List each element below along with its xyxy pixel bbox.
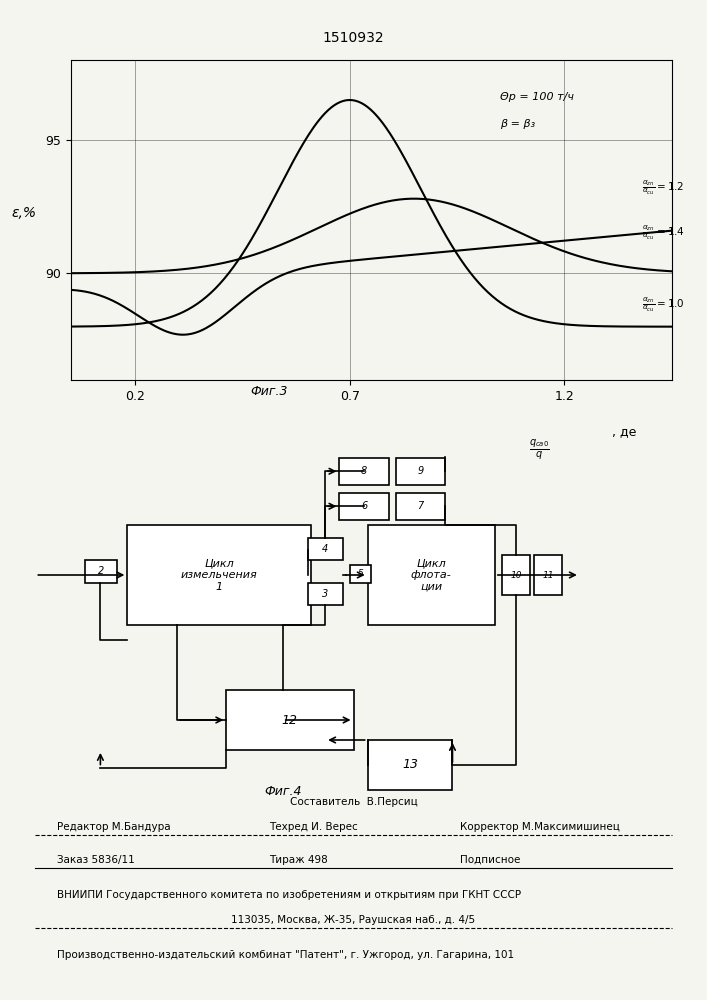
Y-axis label: ε,%: ε,% bbox=[12, 206, 37, 220]
Text: Тираж 498: Тираж 498 bbox=[269, 855, 327, 865]
Text: Техред И. Верес: Техред И. Верес bbox=[269, 822, 358, 832]
Text: 12: 12 bbox=[282, 714, 298, 726]
Text: Фиг.3: Фиг.3 bbox=[250, 385, 288, 398]
Text: Производственно-издательский комбинат "Патент", г. Ужгород, ул. Гагарина, 101: Производственно-издательский комбинат "П… bbox=[57, 950, 514, 960]
Text: Подписное: Подписное bbox=[460, 855, 520, 865]
FancyBboxPatch shape bbox=[368, 525, 495, 625]
Text: $\frac{\alpha_{zn}}{\alpha_{cu}}=1.4$: $\frac{\alpha_{zn}}{\alpha_{cu}}=1.4$ bbox=[641, 224, 684, 242]
Text: 113035, Москва, Ж-35, Раушская наб., д. 4/5: 113035, Москва, Ж-35, Раушская наб., д. … bbox=[231, 915, 476, 925]
FancyBboxPatch shape bbox=[226, 690, 354, 750]
Text: 10: 10 bbox=[510, 570, 522, 579]
Text: Составитель  В.Персиц: Составитель В.Персиц bbox=[290, 797, 417, 807]
Bar bbox=[350, 565, 371, 582]
Text: $\frac{\alpha_{zn}}{\alpha_{cu}}=1.2$: $\frac{\alpha_{zn}}{\alpha_{cu}}=1.2$ bbox=[641, 179, 684, 197]
Text: Заказ 5836/11: Заказ 5836/11 bbox=[57, 855, 134, 865]
Text: 11: 11 bbox=[542, 570, 554, 579]
Bar bbox=[502, 555, 530, 595]
Text: Корректор М.Максимишинец: Корректор М.Максимишинец bbox=[460, 822, 619, 832]
Text: 4: 4 bbox=[322, 544, 328, 554]
Text: Цикл
измельчения
1: Цикл измельчения 1 bbox=[181, 558, 257, 592]
Text: 5: 5 bbox=[358, 569, 363, 578]
Text: 2: 2 bbox=[98, 566, 104, 576]
Text: 13: 13 bbox=[402, 758, 418, 772]
Bar bbox=[534, 555, 562, 595]
Text: Θр = 100 т/ч: Θр = 100 т/ч bbox=[500, 92, 574, 102]
FancyBboxPatch shape bbox=[368, 740, 452, 790]
Text: $\frac{\alpha_{zn}}{\alpha_{cu}}=1.0$: $\frac{\alpha_{zn}}{\alpha_{cu}}=1.0$ bbox=[641, 296, 684, 314]
Text: , де: , де bbox=[612, 425, 636, 438]
FancyBboxPatch shape bbox=[127, 525, 311, 625]
Text: 3: 3 bbox=[322, 589, 328, 599]
Text: ВНИИПИ Государственного комитета по изобретениям и открытиям при ГКНТ СССР: ВНИИПИ Государственного комитета по изоб… bbox=[57, 890, 520, 900]
Text: 8: 8 bbox=[361, 466, 367, 476]
Text: Фиг.4: Фиг.4 bbox=[264, 785, 302, 798]
Text: 7: 7 bbox=[418, 501, 423, 511]
Bar bbox=[396, 458, 445, 485]
Bar bbox=[396, 492, 445, 520]
Text: Цикл
флота-
ции: Цикл флота- ции bbox=[411, 558, 452, 592]
Bar bbox=[339, 458, 389, 485]
Text: 6: 6 bbox=[361, 501, 367, 511]
Text: 1510932: 1510932 bbox=[322, 31, 385, 45]
Text: $\frac{q_{ca0}}{q}$: $\frac{q_{ca0}}{q}$ bbox=[529, 438, 550, 462]
Bar bbox=[85, 560, 117, 582]
Text: Редактор М.Бандура: Редактор М.Бандура bbox=[57, 822, 170, 832]
Bar bbox=[339, 492, 389, 520]
Bar bbox=[308, 537, 343, 560]
Text: 9: 9 bbox=[418, 466, 423, 476]
Text: β = β₃: β = β₃ bbox=[500, 119, 535, 129]
Bar bbox=[308, 582, 343, 605]
